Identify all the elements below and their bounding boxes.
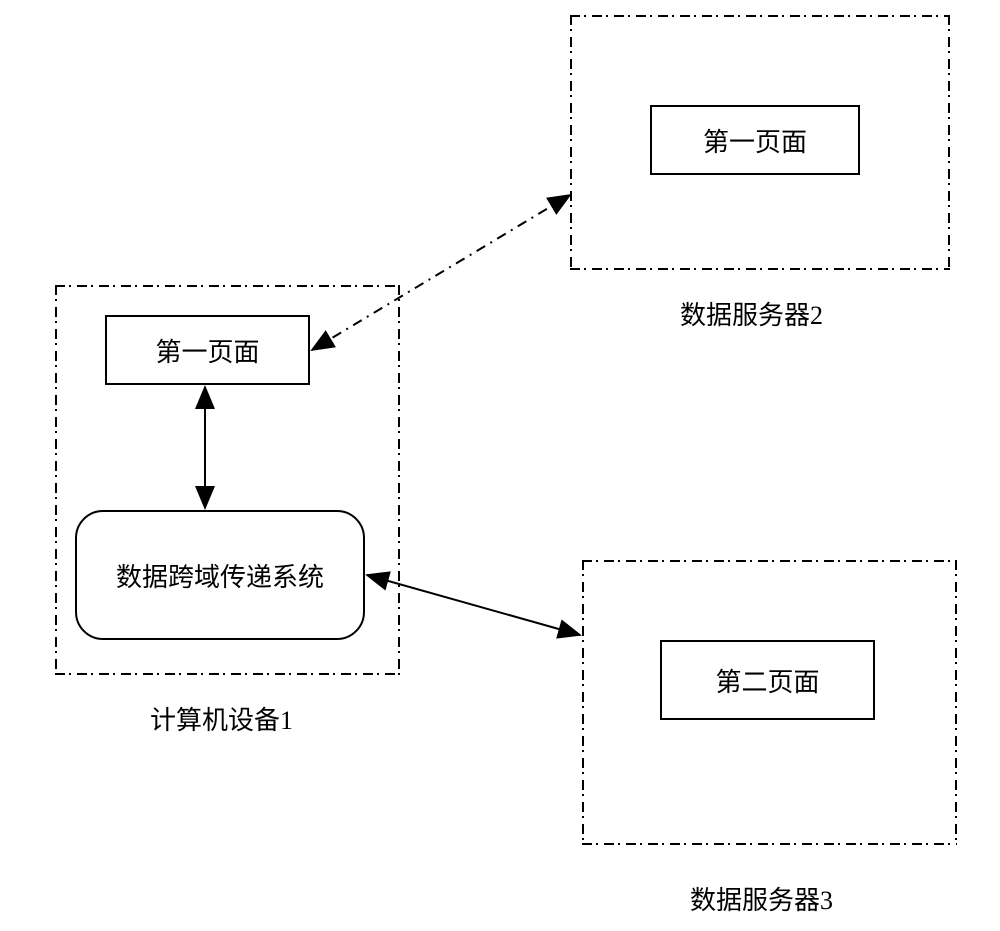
page1-right-text: 第一页面 (703, 122, 807, 159)
system-text: 数据跨域传递系统 (116, 557, 324, 594)
page1-left-box: 第一页面 (105, 315, 310, 385)
computer-label: 计算机设备1 (150, 700, 293, 737)
server3-label: 数据服务器3 (690, 880, 833, 917)
system-box: 数据跨域传递系统 (75, 510, 365, 640)
page1-left-text: 第一页面 (155, 332, 259, 369)
server2-label: 数据服务器2 (680, 295, 823, 332)
page2-text: 第二页面 (715, 662, 819, 699)
page1-right-box: 第一页面 (650, 105, 860, 175)
page2-box: 第二页面 (660, 640, 875, 720)
